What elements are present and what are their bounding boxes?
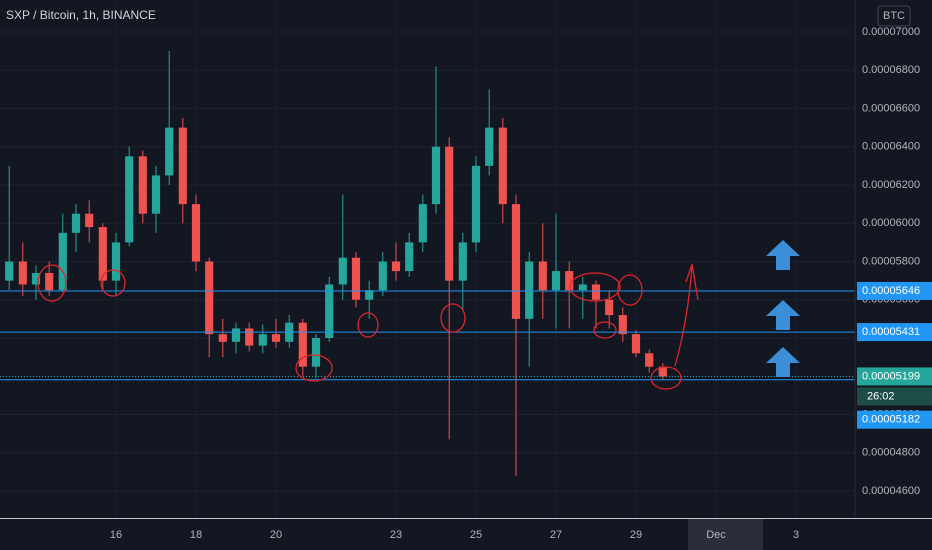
price-tag (857, 367, 932, 386)
y-tick-label: 0.00006600 (862, 102, 920, 114)
candle-body (485, 127, 494, 166)
x-tick-label: 23 (390, 529, 402, 541)
candle-body (565, 271, 574, 291)
candle-body (378, 261, 387, 291)
red-circle (100, 269, 126, 297)
y-tick-label: 0.00006800 (862, 64, 920, 76)
candle-body (298, 322, 307, 367)
up-arrow (766, 347, 800, 377)
x-tick-label: 27 (550, 529, 562, 541)
countdown-tag (857, 387, 932, 406)
candle-body (538, 261, 547, 291)
candle-body (98, 227, 107, 281)
candle-body (631, 334, 641, 354)
price-tag (857, 323, 932, 342)
blue-arrows (766, 240, 800, 377)
red-circle (440, 303, 466, 333)
price-tag-label: 0.00005182 (862, 414, 920, 426)
time-highlight (688, 519, 763, 550)
candle-body (178, 127, 187, 205)
x-tick-label: 25 (470, 529, 482, 541)
candle-body (218, 334, 227, 342)
currency-button[interactable] (877, 5, 911, 27)
candle-body (551, 271, 561, 291)
red-circle (617, 274, 643, 306)
price-tag-label: 0.00005199 (862, 370, 920, 382)
annotations (37, 263, 699, 390)
countdown: 26:02 (867, 390, 895, 402)
x-tick-label: 3 (793, 529, 799, 541)
y-tick-label: 0.00006000 (862, 217, 920, 229)
candle-body (605, 299, 614, 316)
x-tick-label: Dec (706, 529, 726, 541)
red-circle (37, 264, 67, 302)
candle-body (191, 204, 201, 262)
price-tag-label: 0.00005646 (862, 285, 920, 297)
y-tick-label: 0.00006200 (862, 179, 920, 191)
candle-body (525, 261, 534, 319)
price-tag (857, 410, 932, 429)
candle-body (498, 127, 507, 205)
y-tick-label: 0.00004600 (862, 485, 920, 497)
red-circle (569, 272, 621, 302)
candle-body (365, 290, 374, 300)
candle-body (31, 272, 41, 285)
candle-body (458, 242, 467, 281)
plot-area (0, 51, 855, 476)
red-circle (593, 321, 617, 339)
candle-body (45, 272, 54, 291)
y-tick-label: 0.00006400 (862, 141, 920, 153)
candle-body (445, 146, 454, 281)
x-tick-label: 29 (630, 529, 642, 541)
y-tick-label: 0.00005800 (862, 255, 920, 267)
x-tick-label: 16 (110, 529, 122, 541)
candle-body (351, 257, 361, 300)
candle-body (231, 328, 241, 342)
candle-body (245, 328, 254, 346)
y-tick-label: 0.00007000 (862, 26, 920, 38)
candle-body (71, 213, 81, 233)
up-arrow (766, 300, 800, 330)
candle-body (138, 156, 147, 214)
candle-body (125, 156, 134, 243)
x-tick-label: 20 (270, 529, 282, 541)
candle-body (618, 315, 627, 335)
candle-body (5, 261, 14, 281)
candle-body (85, 213, 94, 228)
price-tag (857, 281, 932, 300)
candle-body (151, 175, 161, 214)
candle-body (645, 353, 654, 367)
candle-body (311, 338, 321, 367)
candle-body (271, 334, 281, 342)
candle-body (165, 127, 174, 176)
red-circle (650, 366, 682, 390)
candle-body (18, 261, 27, 285)
candle-body (658, 366, 667, 377)
up-arrow (766, 240, 800, 270)
chart-title: SXP / Bitcoin, 1h, BINANCE (6, 8, 156, 22)
candle-body (578, 284, 587, 291)
candle-body (511, 204, 521, 319)
price-tag-label: 0.00005431 (862, 326, 920, 338)
red-arrow (674, 263, 699, 367)
red-circle (295, 354, 333, 382)
currency[interactable]: BTC (883, 10, 905, 22)
x-tick-label: 18 (190, 529, 202, 541)
candle-body (431, 146, 441, 205)
candle-body (418, 204, 427, 243)
candle-body (471, 165, 481, 243)
candle-body (111, 242, 121, 281)
candle-body (338, 257, 347, 285)
candle-body (205, 261, 214, 335)
candle-body (258, 334, 267, 346)
candle-body (591, 284, 601, 300)
candle-body (405, 242, 414, 272)
price-tags: 0.00005646 0.00005431 0.00005199 26:02 0.000… (857, 281, 932, 429)
candle-body (58, 232, 67, 291)
candle-body (325, 284, 334, 339)
y-tick-label: 0.00004800 (862, 447, 920, 459)
candle-body (391, 261, 401, 272)
red-circle (357, 312, 379, 338)
